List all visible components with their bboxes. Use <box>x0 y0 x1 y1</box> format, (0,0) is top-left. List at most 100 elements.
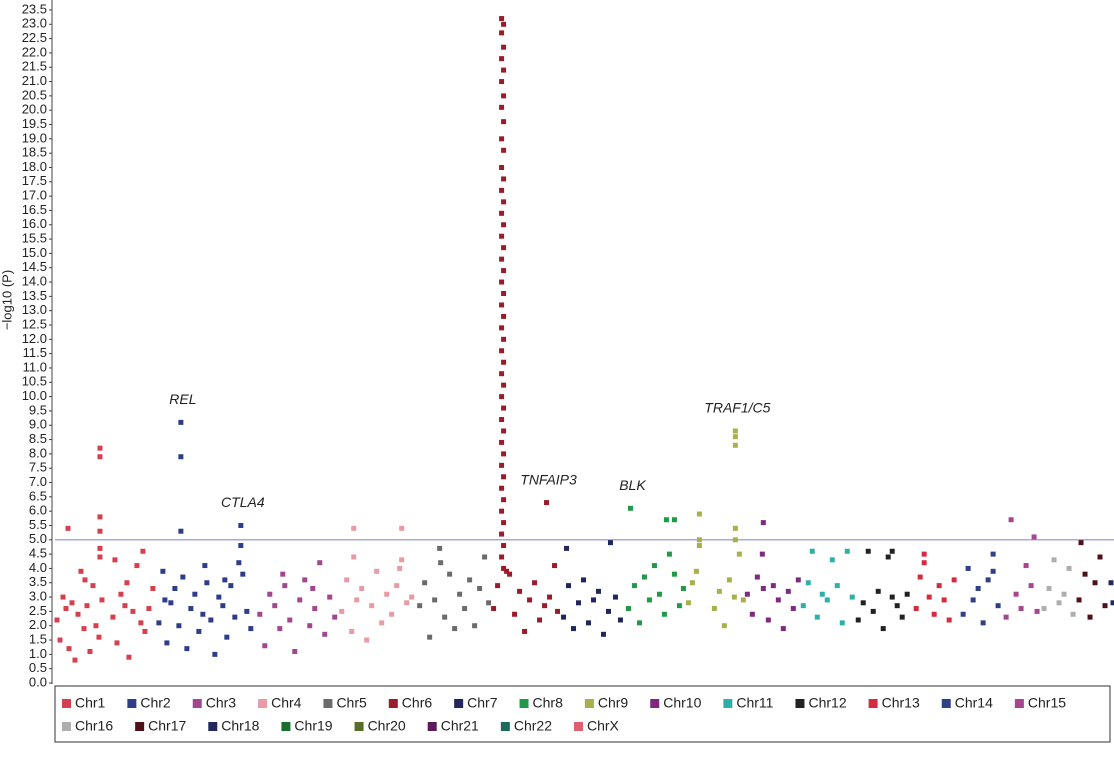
point <box>369 603 375 609</box>
legend-label: Chr8 <box>533 695 564 711</box>
legend-swatch <box>62 699 71 708</box>
legend-label: Chr3 <box>206 695 237 711</box>
legend-swatch <box>795 699 805 708</box>
y-tick-label: 17.5 <box>22 173 47 188</box>
point <box>641 574 647 580</box>
point <box>744 591 750 597</box>
point <box>646 597 652 603</box>
point <box>297 597 303 603</box>
point <box>904 591 910 597</box>
point <box>417 603 423 609</box>
y-tick-label: 15.5 <box>22 231 47 246</box>
legend-swatch <box>258 699 268 708</box>
legend-swatch <box>573 722 583 731</box>
point <box>501 543 507 549</box>
point <box>447 571 453 577</box>
point <box>501 147 507 153</box>
point <box>685 600 691 606</box>
y-tick-label: 4.5 <box>29 546 47 561</box>
y-tick-label: 6.0 <box>29 503 47 518</box>
point <box>726 577 732 583</box>
point <box>899 614 905 620</box>
point <box>532 580 538 586</box>
point <box>860 600 866 606</box>
point <box>501 176 507 182</box>
point <box>97 514 103 520</box>
point <box>138 620 144 626</box>
point <box>164 640 170 646</box>
point <box>605 608 611 614</box>
point <box>885 554 891 560</box>
legend-swatch <box>135 722 145 731</box>
point <box>384 591 390 597</box>
point <box>1013 591 1019 597</box>
point <box>97 454 103 460</box>
point <box>442 614 448 620</box>
point <box>921 560 927 566</box>
point <box>814 614 820 620</box>
point <box>889 594 895 600</box>
point <box>696 543 702 549</box>
point <box>97 528 103 534</box>
legend-swatch <box>192 699 202 708</box>
y-tick-label: 21.5 <box>22 59 47 74</box>
point <box>110 614 116 620</box>
point <box>146 606 152 612</box>
y-tick-label: 8.5 <box>29 431 47 446</box>
point <box>499 56 505 62</box>
point <box>97 445 103 451</box>
legend-label: Chr15 <box>1028 695 1066 711</box>
point <box>359 585 365 591</box>
point <box>537 617 543 623</box>
point <box>501 520 507 526</box>
point <box>462 606 468 612</box>
point <box>1041 606 1047 612</box>
point <box>800 603 806 609</box>
point <box>501 93 507 99</box>
point <box>561 614 567 620</box>
point <box>1082 571 1088 577</box>
point <box>617 617 623 623</box>
point <box>731 594 737 600</box>
point <box>122 603 128 609</box>
y-tick-label: 3.5 <box>29 574 47 589</box>
point <box>855 617 861 623</box>
point <box>438 560 444 566</box>
point <box>951 577 957 583</box>
point <box>427 634 433 640</box>
point <box>1092 580 1098 586</box>
legend-label: Chr17 <box>148 718 186 734</box>
point <box>409 594 415 600</box>
y-tick-label: 19.0 <box>22 130 47 145</box>
point <box>501 222 507 228</box>
point <box>196 628 202 634</box>
legend-label: Chr6 <box>402 695 433 711</box>
y-tick-label: 23.5 <box>22 1 47 16</box>
legend-swatch <box>519 699 529 708</box>
point <box>499 210 505 216</box>
point <box>790 606 796 612</box>
point <box>499 439 505 445</box>
point <box>499 279 505 285</box>
point <box>736 551 742 557</box>
point <box>1034 608 1040 614</box>
point <box>501 44 507 50</box>
point <box>576 600 582 606</box>
point <box>760 585 766 591</box>
point <box>66 646 72 652</box>
point <box>941 597 947 603</box>
point <box>676 603 682 609</box>
point <box>760 520 766 526</box>
point <box>224 634 230 640</box>
point <box>78 568 84 574</box>
point <box>499 30 505 36</box>
y-tick-label: 1.5 <box>29 631 47 646</box>
legend-swatch <box>723 699 733 708</box>
point <box>770 583 776 589</box>
point <box>310 585 316 591</box>
point <box>93 623 99 629</box>
point <box>517 588 523 594</box>
point <box>65 525 71 531</box>
point <box>501 67 507 73</box>
